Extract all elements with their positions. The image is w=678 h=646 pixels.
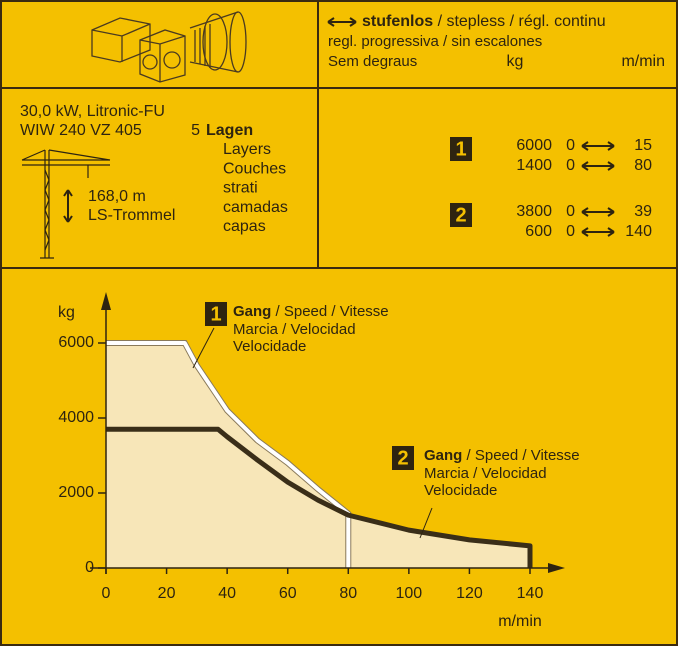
x-axis-label: m/min (498, 613, 542, 630)
load-kg: 600 (525, 223, 552, 240)
load-curve (106, 426, 533, 568)
unit-label: m/min (621, 53, 665, 70)
leader-line (192, 327, 215, 369)
layers-count: 5 (191, 122, 200, 139)
gear-badge (450, 137, 472, 161)
y-axis-arrow (101, 292, 111, 310)
header-line: stufenlos / stepless / régl. continu (362, 13, 606, 30)
crane-icon (21, 149, 111, 259)
annotation-title: Gang / Speed / Vitesse (424, 447, 580, 464)
arrow-icon (327, 17, 357, 27)
y-tick-label: 2000 (58, 484, 94, 501)
annotation-title: Gang / Speed / Vitesse (233, 303, 389, 320)
speed-from: 0 (566, 223, 575, 240)
speed-from: 0 (566, 137, 575, 154)
gear-badge-label: 1 (210, 303, 221, 325)
annotation-rest: / Speed / Vitesse (462, 447, 579, 464)
annotation-line: Velocidade (424, 482, 497, 499)
arrow-icon (581, 161, 615, 171)
x-tick-label: 140 (517, 585, 544, 602)
gear-badge (392, 446, 414, 470)
winch-illustration (91, 11, 247, 83)
x-tick-label: 100 (396, 585, 423, 602)
load-kg: 1400 (516, 157, 552, 174)
layer-label: camadas (223, 199, 288, 216)
arrow-icon (581, 141, 615, 151)
motor-model: WIW 240 VZ 405 (20, 122, 142, 139)
x-tick-label: 40 (218, 585, 236, 602)
y-tick-label: 0 (85, 559, 94, 576)
annotation-rest: / Speed / Vitesse (271, 303, 388, 320)
layer-label: Layers (223, 141, 271, 158)
speed-from: 0 (566, 203, 575, 220)
header-line: Sem degraus (328, 53, 417, 70)
load-kg: 6000 (516, 137, 552, 154)
x-tick-label: 120 (456, 585, 483, 602)
y-tick-label: 6000 (58, 334, 94, 351)
speed-to: 80 (634, 157, 652, 174)
annotation-line: Velocidade (233, 338, 306, 355)
y-axis-label: kg (58, 304, 75, 321)
load-curve (106, 341, 351, 568)
y-tick-label: 4000 (58, 409, 94, 426)
layer-label: Couches (223, 160, 286, 177)
arrow-icon (581, 207, 615, 217)
arrow-icon (581, 227, 615, 237)
load-kg: 3800 (516, 203, 552, 220)
motor-power: 30,0 kW, Litronic-FU (20, 103, 165, 120)
layers-title: Lagen (206, 122, 253, 139)
annotation-bold: Gang (424, 447, 462, 464)
layer-label: capas (223, 218, 266, 235)
x-tick-label: 0 (102, 585, 111, 602)
gear-badge (450, 203, 472, 227)
header-rest: / stepless / régl. continu (433, 13, 606, 30)
gear-badge (205, 302, 227, 326)
leader-line (419, 507, 433, 539)
unit-label: kg (507, 53, 524, 70)
gear-badge-label: 1 (455, 138, 466, 160)
annotation-bold: Gang (233, 303, 271, 320)
x-axis-arrow (548, 563, 565, 573)
annotation-line: Marcia / Velocidad (233, 321, 356, 338)
x-tick-label: 60 (279, 585, 297, 602)
speed-from: 0 (566, 157, 575, 174)
header-line: regl. progressiva / sin escalones (328, 33, 542, 50)
speed-to: 140 (625, 223, 652, 240)
rope-length: 168,0 m (88, 188, 146, 205)
layer-label: strati (223, 180, 258, 197)
speed-to: 15 (634, 137, 652, 154)
speed-to: 39 (634, 203, 652, 220)
x-tick-label: 80 (339, 585, 357, 602)
annotation-line: Marcia / Velocidad (424, 465, 547, 482)
gear-badge-label: 2 (397, 447, 408, 469)
x-tick-label: 20 (158, 585, 176, 602)
gear-badge-label: 2 (455, 204, 466, 226)
header-bold: stufenlos (362, 13, 433, 30)
drum-label: LS-Trommel (88, 207, 175, 224)
